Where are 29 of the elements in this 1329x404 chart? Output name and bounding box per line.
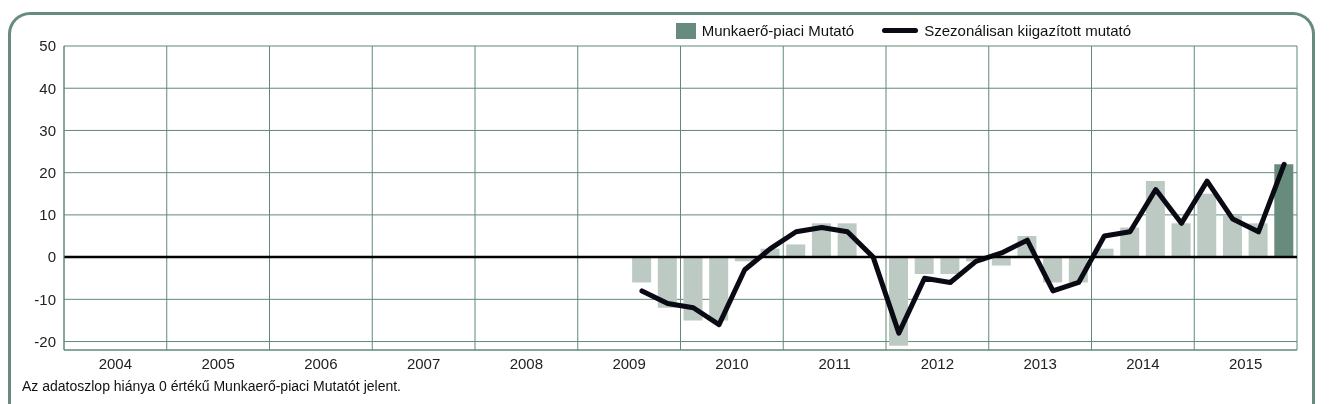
x-tick-label: 2013 bbox=[1023, 354, 1057, 372]
y-tick-label: -20 bbox=[34, 332, 56, 350]
x-tick-label: 2014 bbox=[1126, 354, 1160, 372]
legend-label: Szezonálisan kiigazított mutató bbox=[924, 22, 1131, 39]
text: Az adatoszlop hiánya 0 értékű Munkaerő-piaci Mutatót jelent. bbox=[22, 378, 401, 394]
x-tick-label: 2007 bbox=[406, 354, 441, 372]
bar bbox=[940, 257, 960, 274]
y-tick-label: 0 bbox=[47, 248, 56, 266]
y-tick-label: 30 bbox=[39, 121, 56, 139]
y-tick-label: 10 bbox=[39, 206, 56, 224]
bar bbox=[786, 244, 806, 258]
y-tick-label: 50 bbox=[39, 37, 56, 55]
x-tick-label: 2011 bbox=[818, 354, 851, 372]
x-tick-label: 2010 bbox=[715, 354, 749, 372]
bar bbox=[1171, 223, 1191, 258]
x-tick-label: 2012 bbox=[920, 354, 955, 372]
bar bbox=[1197, 193, 1217, 258]
legend-label: Munkaerő-piaci Mutató bbox=[701, 22, 855, 39]
x-tick-label: 2008 bbox=[509, 354, 544, 372]
y-tick-label: -10 bbox=[34, 290, 56, 308]
x-tick-label: 2004 bbox=[98, 354, 133, 372]
x-tick-label: 2015 bbox=[1228, 354, 1263, 372]
y-tick-label: 40 bbox=[39, 79, 56, 97]
y-tick-label: 20 bbox=[39, 163, 56, 181]
x-tick-label: 2009 bbox=[612, 354, 646, 372]
bar bbox=[914, 257, 934, 274]
bar bbox=[632, 257, 652, 283]
x-tick-label: 2005 bbox=[201, 354, 235, 372]
x-tick-label: 2006 bbox=[304, 354, 338, 372]
